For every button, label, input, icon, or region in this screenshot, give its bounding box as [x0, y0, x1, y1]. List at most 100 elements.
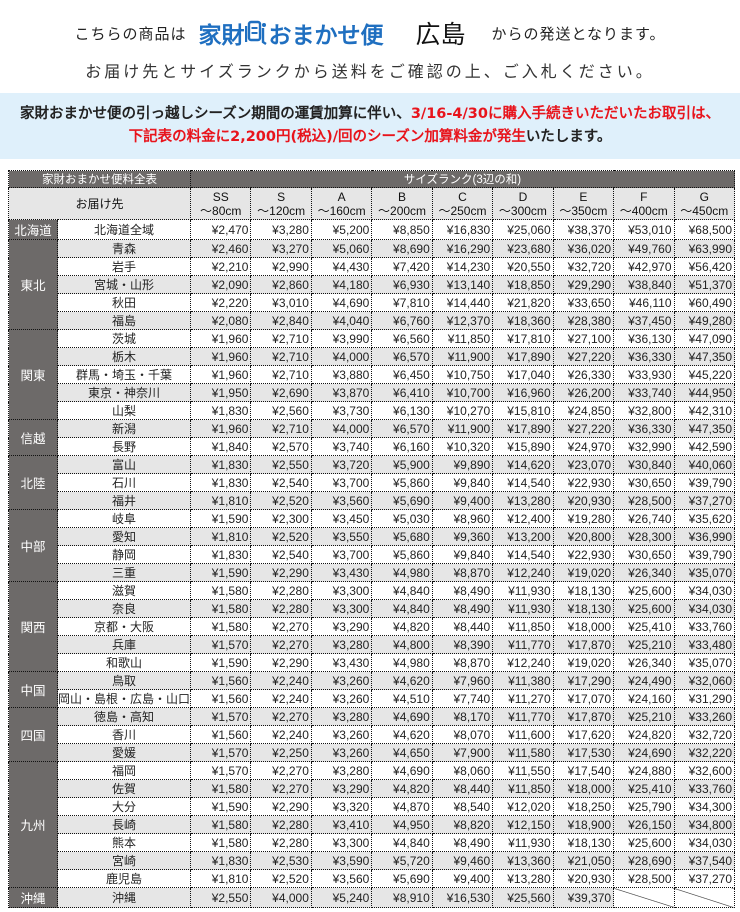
price-cell: ¥8,540 [431, 797, 494, 816]
price-cell: ¥4,800 [371, 635, 433, 654]
price-cell: ¥9,890 [431, 455, 494, 474]
destination-cell: 徳島・高知 [57, 707, 191, 726]
size-rank: C [458, 189, 467, 204]
size-header-ss: SS ～80cm [189, 187, 252, 220]
price-cell: ¥1,570 [189, 761, 252, 780]
price-cell: ¥4,820 [371, 617, 433, 636]
price-cell: ¥2,270 [250, 617, 312, 636]
price-cell: ¥35,620 [673, 509, 735, 528]
table-row: 石川 ¥1,830 ¥2,540 ¥3,700 ¥5,860 ¥9,840 ¥14,540 ¥… [9, 473, 735, 492]
price-cell: ¥18,250 [552, 797, 615, 816]
price-cell: ¥3,320 [310, 797, 373, 816]
price-cell: ¥25,600 [613, 833, 675, 852]
price-cell: ¥24,850 [552, 401, 615, 420]
price-cell: ¥12,020 [492, 797, 554, 816]
price-cell: ¥47,350 [673, 419, 735, 438]
region-cell: 関東 [8, 329, 58, 420]
price-cell: ¥3,550 [310, 527, 373, 546]
price-cell: ¥5,860 [371, 473, 433, 492]
price-cell: ¥11,270 [492, 689, 554, 708]
price-cell: ¥11,850 [492, 779, 554, 798]
table-row: 栃木 ¥1,960 ¥2,710 ¥4,000 ¥6,570 ¥11,900 ¥17,890… [9, 347, 735, 366]
region-cell: 九州 [8, 761, 58, 888]
price-cell: ¥33,740 [613, 383, 675, 402]
price-cell: ¥3,270 [250, 239, 312, 258]
price-cell: ¥16,290 [431, 239, 494, 258]
region-cell: 中部 [8, 509, 58, 582]
size-range: ～200cm [378, 203, 427, 218]
table-row: 鹿児島 ¥1,810 ¥2,520 ¥3,560 ¥5,690 ¥9,400 ¥13,280… [9, 869, 735, 888]
instruction-text: お届け先とサイズランクから送料をご確認の上、ご入札ください。 [85, 62, 655, 81]
price-cell: ¥25,600 [613, 581, 675, 600]
price-cell: ¥34,030 [673, 599, 735, 618]
destination-cell: 石川 [57, 473, 191, 492]
price-cell: ¥4,870 [371, 797, 433, 816]
price-cell: ¥39,370 [552, 887, 615, 908]
price-cell: ¥2,530 [250, 851, 312, 870]
price-cell: ¥1,810 [189, 491, 252, 510]
price-cell: ¥3,300 [310, 581, 373, 600]
table-row: 長野 ¥1,840 ¥2,570 ¥3,740 ¥6,160 ¥10,320 ¥15,890… [9, 437, 735, 456]
size-rank: E [579, 189, 588, 204]
price-cell: ¥8,910 [371, 887, 433, 908]
price-cell: ¥8,850 [371, 219, 433, 240]
price-cell: ¥5,680 [371, 527, 433, 546]
size-range: ～400cm [619, 203, 668, 218]
price-cell: ¥14,440 [431, 293, 494, 312]
price-cell: ¥1,560 [189, 689, 252, 708]
price-cell: ¥12,150 [492, 815, 554, 834]
table-row: 関東 茨城 ¥1,960 ¥2,710 ¥3,990 ¥6,560 ¥11,850 ¥17,8… [8, 329, 735, 420]
price-cell: ¥49,280 [673, 311, 735, 330]
price-cell: ¥25,790 [613, 797, 675, 816]
price-cell: ¥7,810 [371, 293, 433, 312]
price-cell: ¥3,560 [310, 869, 373, 888]
service-logo: 家財 おまかせ便 [198, 16, 383, 50]
price-cell: ¥26,330 [552, 365, 615, 384]
price-cell: ¥6,930 [371, 275, 433, 294]
table-row: 愛媛 ¥1,570 ¥2,250 ¥3,260 ¥4,650 ¥7,900 ¥11,580 ¥… [9, 743, 735, 762]
price-cell: ¥30,650 [613, 473, 675, 492]
price-cell: ¥33,260 [673, 707, 735, 726]
price-cell: ¥3,260 [310, 725, 373, 744]
price-cell: ¥1,580 [189, 599, 252, 618]
size-range: ～450cm [680, 203, 729, 218]
price-cell: ¥24,690 [613, 743, 675, 762]
price-cell: ¥4,690 [371, 761, 433, 780]
price-cell: ¥13,280 [492, 491, 554, 510]
size-rank-header: サイズランク(3辺の和) [190, 170, 735, 188]
price-cell: ¥10,700 [431, 383, 494, 402]
size-range: ～350cm [559, 203, 608, 218]
size-range: ～80cm [200, 203, 242, 218]
region-cell: 北陸 [8, 455, 58, 510]
price-cell: ¥11,930 [492, 833, 554, 852]
price-cell: ¥2,280 [250, 581, 312, 600]
price-cell: ¥2,540 [250, 473, 312, 492]
price-cell: ¥2,240 [250, 725, 312, 744]
price-cell: ¥5,690 [371, 491, 433, 510]
price-cell: ¥33,650 [552, 293, 615, 312]
table-row: 静岡 ¥1,830 ¥2,540 ¥3,700 ¥5,860 ¥9,840 ¥14,540 ¥… [9, 545, 735, 564]
region-cell: 東北 [8, 239, 58, 330]
price-cell: ¥26,340 [613, 653, 675, 672]
price-cell: ¥11,600 [492, 725, 554, 744]
destination-cell: 鹿児島 [57, 869, 191, 888]
size-range: ～300cm [498, 203, 547, 218]
price-cell: ¥16,830 [431, 219, 494, 240]
table-row: 宮城・山形 ¥2,090 ¥2,860 ¥4,180 ¥6,930 ¥13,140 ¥18,… [9, 275, 735, 294]
price-cell: ¥4,180 [310, 275, 373, 294]
price-cell: ¥4,000 [310, 347, 373, 366]
size-rank: S [277, 189, 286, 204]
table-row: 福井 ¥1,810 ¥2,520 ¥3,560 ¥5,690 ¥9,400 ¥13,280 ¥… [9, 491, 735, 510]
price-cell: ¥25,060 [492, 219, 554, 240]
price-cell: ¥1,570 [189, 743, 252, 762]
size-header-e: E ～350cm [552, 187, 615, 220]
destination-cell: 鳥取 [57, 671, 191, 690]
price-cell: ¥2,520 [250, 869, 312, 888]
region-cell: 関西 [8, 581, 58, 672]
price-cell: ¥12,240 [492, 563, 554, 582]
price-cell: ¥1,580 [189, 815, 252, 834]
price-cell: ¥2,240 [250, 671, 312, 690]
price-cell: ¥8,440 [431, 617, 494, 636]
price-cell: ¥42,590 [673, 437, 735, 456]
table-row: 福島 ¥2,080 ¥2,840 ¥4,040 ¥6,760 ¥12,370 ¥18,360… [9, 311, 735, 330]
